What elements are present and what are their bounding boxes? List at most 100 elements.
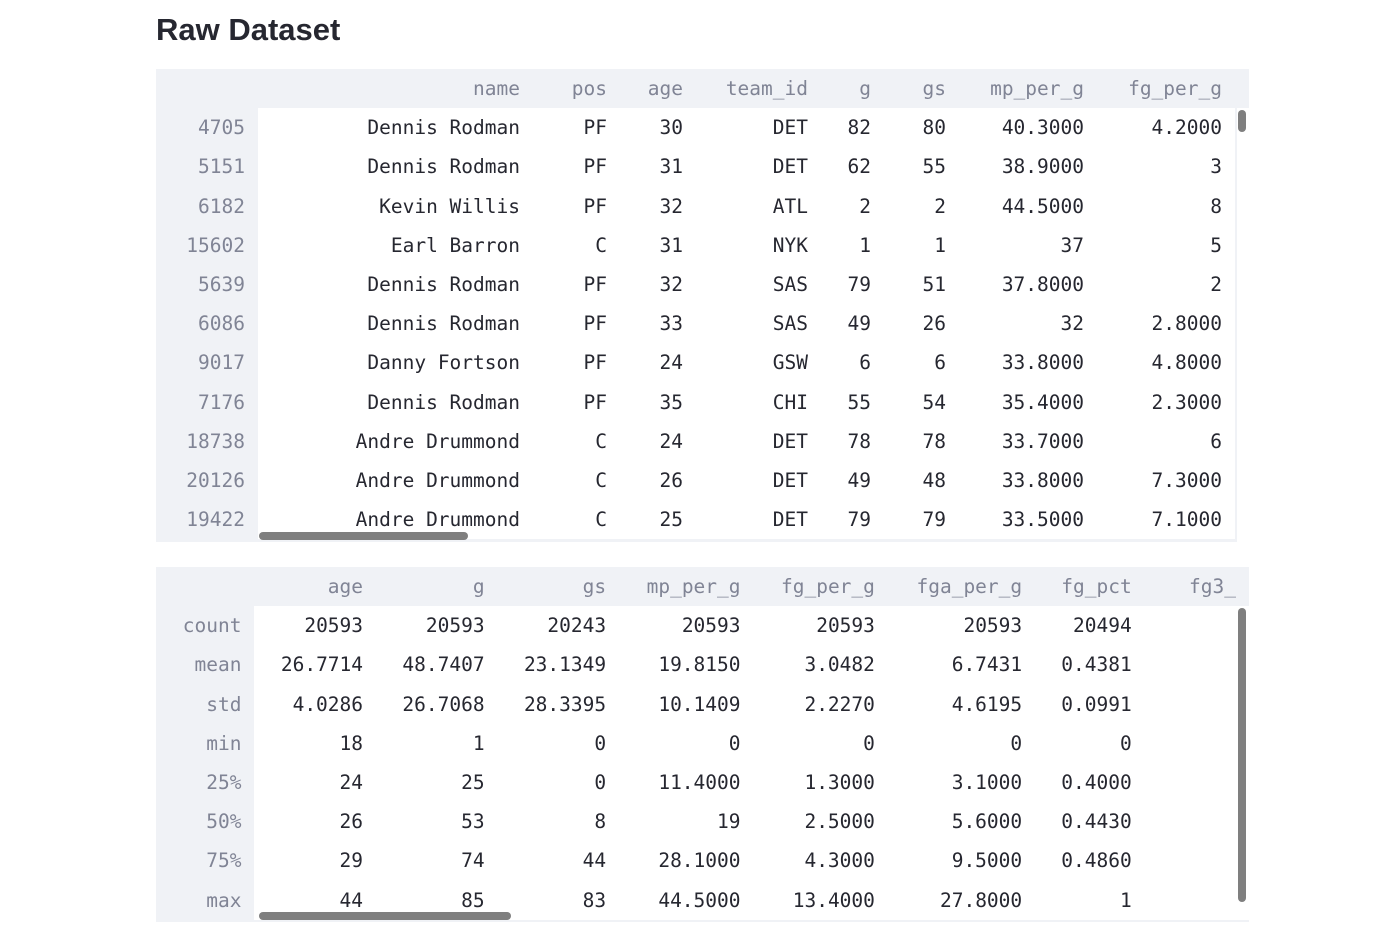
column-header[interactable]: name — [258, 69, 533, 109]
table-row[interactable]: 18738 Andre Drummond C 24 DET 78 78 33.7000 6 — [156, 421, 1235, 461]
table-cell[interactable]: 32 — [620, 186, 696, 226]
table-cell[interactable]: 37 — [959, 225, 1097, 265]
table-row[interactable]: std 4.0286 26.7068 28.3395 10.1409 2.2270 4.61… — [156, 684, 1249, 724]
table-cell[interactable]: PF — [533, 343, 620, 383]
table-cell[interactable]: 2.5000 — [753, 802, 888, 842]
table-cell[interactable]: 9.5000 — [887, 841, 1036, 881]
table-cell[interactable]: 0 — [497, 762, 620, 803]
table-cell[interactable]: 0 — [619, 723, 754, 763]
table-cell[interactable]: Dennis Rodman — [258, 304, 533, 344]
table-cell[interactable]: 0 — [887, 723, 1036, 763]
table-cell[interactable]: 35 — [620, 382, 696, 422]
table-cell[interactable]: 37.8000 — [959, 264, 1097, 305]
table-cell[interactable]: 26.7068 — [376, 684, 498, 724]
table-cell[interactable]: 80 — [884, 108, 959, 148]
column-header[interactable]: pos — [533, 69, 620, 109]
table-cell[interactable]: 4.0286 — [254, 684, 377, 724]
table-row[interactable]: 5639 Dennis Rodman PF 32 SAS 79 51 37.8000 2 — [156, 264, 1235, 305]
table-cell[interactable]: 2 — [821, 186, 884, 226]
table-cell[interactable]: 0 — [753, 723, 888, 763]
table-cell[interactable]: 3.0482 — [753, 645, 888, 685]
raw-dataset-table[interactable]: name pos age team_id g gs mp_per_g fg_per_g 470… — [156, 69, 1249, 542]
table-row[interactable]: 4705 Dennis Rodman PF 30 DET 82 80 40.3000 4.200… — [156, 108, 1235, 148]
table-cell[interactable]: 5 — [1097, 225, 1235, 265]
column-header[interactable]: g — [821, 69, 884, 109]
table-cell[interactable]: PF — [533, 382, 620, 422]
table-cell[interactable]: 20593 — [376, 606, 498, 646]
table-cell[interactable]: PF — [533, 108, 620, 148]
table-cell[interactable]: 3 — [1097, 147, 1235, 187]
table-cell[interactable]: 0.4430 — [1035, 802, 1145, 842]
table-cell[interactable]: Andre Drummond — [258, 421, 533, 461]
table-cell[interactable]: 26 — [254, 802, 377, 842]
table-cell[interactable]: 79 — [821, 264, 884, 305]
table-cell[interactable]: 28.1000 — [619, 841, 754, 881]
table-cell[interactable] — [1144, 880, 1249, 920]
table-cell[interactable]: C — [533, 225, 620, 265]
table-row[interactable]: min 18 1 0 0 0 0 0 — [156, 723, 1249, 763]
vertical-scrollbar[interactable] — [1238, 608, 1246, 902]
table-cell[interactable]: 20593 — [619, 606, 754, 646]
table-cell[interactable]: DET — [696, 421, 821, 461]
table-cell[interactable]: 24 — [620, 343, 696, 383]
table-cell[interactable]: 31 — [620, 147, 696, 187]
table-cell[interactable]: 11.4000 — [619, 762, 754, 803]
table-cell[interactable]: 33.5000 — [959, 500, 1097, 540]
table-cell[interactable]: 7.1000 — [1097, 500, 1235, 540]
horizontal-scrollbar[interactable] — [259, 912, 511, 920]
table-row[interactable]: 20126 Andre Drummond C 26 DET 49 48 33.8000 7.30… — [156, 460, 1235, 501]
table-cell[interactable]: 4.3000 — [753, 841, 888, 881]
table-cell[interactable]: 55 — [821, 382, 884, 422]
table-cell[interactable]: 31 — [620, 225, 696, 265]
table-cell[interactable]: 62 — [821, 147, 884, 187]
table-cell[interactable]: 32 — [620, 264, 696, 305]
table-cell[interactable] — [1144, 762, 1249, 803]
table-cell[interactable]: 19.8150 — [619, 645, 754, 685]
table-cell[interactable]: DET — [696, 147, 821, 187]
table-row[interactable]: mean 26.7714 48.7407 23.1349 19.8150 3.0482 6.… — [156, 645, 1249, 685]
column-header[interactable]: gs — [884, 69, 959, 109]
table-cell[interactable]: 44 — [497, 841, 620, 881]
vertical-scrollbar[interactable] — [1238, 110, 1246, 132]
table-cell[interactable]: 28.3395 — [497, 684, 620, 724]
column-header[interactable]: team_id — [696, 69, 821, 109]
table-cell[interactable]: 26.7714 — [254, 645, 377, 685]
table-cell[interactable]: 26 — [620, 460, 696, 501]
table-cell[interactable]: 19 — [619, 802, 754, 842]
column-header[interactable]: mp_per_g — [959, 69, 1097, 109]
table-cell[interactable]: 51 — [884, 264, 959, 305]
table-row[interactable]: 7176 Dennis Rodman PF 35 CHI 55 54 35.4000 2.300… — [156, 382, 1235, 422]
table-cell[interactable]: 13.4000 — [753, 880, 888, 920]
table-cell[interactable]: Dennis Rodman — [258, 382, 533, 422]
table-cell[interactable]: PF — [533, 304, 620, 344]
table-cell[interactable] — [1144, 841, 1249, 881]
table-cell[interactable]: C — [533, 460, 620, 501]
table-cell[interactable]: Danny Fortson — [258, 343, 533, 383]
table-cell[interactable]: 24 — [620, 421, 696, 461]
table-cell[interactable]: 6 — [1097, 421, 1235, 461]
column-header[interactable]: fg_pct — [1035, 567, 1145, 607]
table-cell[interactable]: 6.7431 — [887, 645, 1036, 685]
table-cell[interactable]: 82 — [821, 108, 884, 148]
table-cell[interactable]: 20593 — [753, 606, 888, 646]
table-cell[interactable]: 78 — [821, 421, 884, 461]
table-cell[interactable]: ATL — [696, 186, 821, 226]
table-cell[interactable]: 44.5000 — [619, 880, 754, 920]
table-cell[interactable]: SAS — [696, 304, 821, 344]
table-cell[interactable] — [1144, 723, 1249, 763]
column-header[interactable]: gs — [497, 567, 620, 607]
table-cell[interactable]: 1 — [1035, 880, 1145, 920]
table-cell[interactable]: C — [533, 421, 620, 461]
table-cell[interactable]: 4.8000 — [1097, 343, 1235, 383]
table-cell[interactable]: 3.1000 — [887, 762, 1036, 803]
table-cell[interactable]: 2.3000 — [1097, 382, 1235, 422]
table-cell[interactable]: 0.4381 — [1035, 645, 1145, 685]
table-cell[interactable]: 35.4000 — [959, 382, 1097, 422]
table-cell[interactable]: 0.4860 — [1035, 841, 1145, 881]
table-cell[interactable]: 25 — [376, 762, 498, 803]
table-cell[interactable]: 33.8000 — [959, 343, 1097, 383]
table-row[interactable]: 75% 29 74 44 28.1000 4.3000 9.5000 0.4860 — [156, 841, 1249, 881]
table-cell[interactable]: 0.4000 — [1035, 762, 1145, 803]
table-cell[interactable]: DET — [696, 460, 821, 501]
table-cell[interactable] — [1144, 645, 1249, 685]
